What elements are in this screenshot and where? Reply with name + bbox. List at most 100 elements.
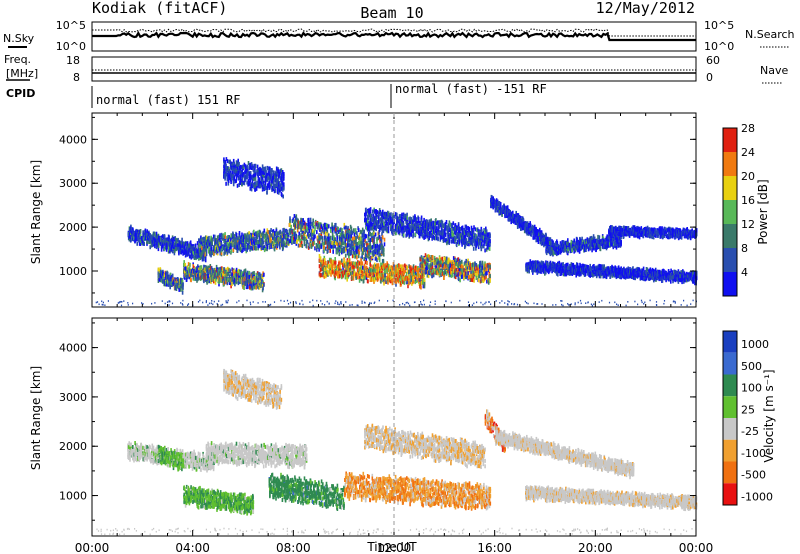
- echo-cell: [225, 163, 227, 168]
- echo-cell: [207, 271, 209, 275]
- echo-cell: [332, 244, 334, 249]
- echo-cell: [186, 272, 189, 276]
- echo-cell: [347, 259, 350, 264]
- echo-cell: [253, 176, 255, 181]
- echo-cell: [268, 181, 271, 186]
- echo-cell: [278, 190, 280, 195]
- echo-cell: [368, 256, 371, 261]
- echo-cell: [280, 186, 283, 191]
- echo-cell: [387, 264, 390, 268]
- echo-cell: [321, 260, 324, 265]
- echo-cell: [364, 236, 366, 241]
- echo-cell: [239, 166, 241, 170]
- echo-cell: [367, 254, 370, 259]
- echo-cell: [235, 238, 237, 243]
- echo-cell: [346, 243, 348, 248]
- echo-cell: [349, 233, 351, 238]
- echo-cell: [319, 267, 322, 272]
- echo-cell: [356, 242, 359, 246]
- echo-cell: [380, 279, 382, 284]
- echo-cell: [418, 279, 420, 284]
- echo-cell: [167, 244, 170, 249]
- echo-cell: [204, 258, 207, 263]
- echo-cell: [393, 214, 395, 219]
- echo-cell: [296, 228, 299, 233]
- echo-cell: [348, 238, 351, 243]
- echo-cell: [365, 226, 368, 231]
- echo-cell: [233, 161, 235, 166]
- echo-cell: [151, 237, 153, 241]
- echo-cell: [320, 262, 322, 267]
- echo-cell: [345, 225, 348, 230]
- echo-cell: [272, 242, 275, 247]
- echo-cell: [404, 213, 407, 218]
- echo-cell: [353, 236, 356, 241]
- echo-cell: [381, 229, 384, 234]
- echo-cell: [370, 213, 373, 218]
- echo-cell: [387, 221, 390, 226]
- echo-cell: [362, 239, 364, 244]
- echo-cell: [398, 217, 400, 222]
- echo-cell: [401, 221, 404, 226]
- echo-cell: [203, 248, 206, 253]
- echo-cell: [381, 216, 384, 221]
- echo-cell: [261, 284, 264, 289]
- echo-cell: [249, 165, 252, 170]
- echo-cell: [157, 267, 160, 272]
- nsearch-label: N.Search: [745, 28, 795, 41]
- echo-cell: [220, 242, 223, 247]
- echo-cell: [346, 229, 349, 234]
- echo-cell: [248, 274, 251, 279]
- echo-cell: [220, 269, 223, 274]
- echo-cell: [245, 236, 248, 241]
- echo-cell: [195, 266, 197, 271]
- echo-cell: [217, 247, 220, 252]
- echo-cell: [377, 263, 380, 268]
- echo-cell: [281, 193, 283, 198]
- echo-cell: [202, 237, 204, 242]
- echo-cell: [240, 173, 242, 178]
- echo-cell: [248, 180, 250, 185]
- echo-cell: [226, 281, 229, 286]
- echo-cell: [369, 273, 371, 278]
- echo-cell: [262, 183, 265, 188]
- echo-cell: [261, 232, 263, 237]
- echo-cell: [184, 262, 187, 267]
- echo-cell: [394, 228, 396, 233]
- echo-cell: [196, 268, 198, 273]
- echo-cell: [308, 222, 310, 227]
- echo-cell: [180, 250, 182, 255]
- echo-cell: [255, 285, 257, 290]
- echo-cell: [347, 262, 350, 267]
- echo-cell: [199, 272, 201, 277]
- echo-cell: [383, 237, 386, 242]
- echo-cell: [272, 236, 275, 241]
- echo-cell: [420, 229, 423, 234]
- echo-cell: [372, 271, 374, 276]
- echo-cell: [208, 235, 210, 240]
- echo-cell: [281, 170, 284, 174]
- echo-cell: [294, 225, 297, 230]
- echo-cell: [360, 239, 362, 244]
- echo-cell: [346, 258, 349, 263]
- echo-cell: [252, 166, 255, 171]
- echo-cell: [282, 237, 284, 242]
- echo-cell: [349, 236, 352, 241]
- echo-cell: [263, 272, 265, 277]
- echo-cell: [262, 240, 265, 245]
- echo-cell: [311, 221, 314, 226]
- echo-cell: [264, 181, 267, 186]
- echo-cell: [363, 257, 365, 261]
- echo-cell: [232, 243, 235, 248]
- echo-cell: [361, 261, 364, 266]
- echo-cell: [238, 174, 240, 179]
- echo-cell: [183, 247, 185, 252]
- echo-cell: [406, 266, 409, 270]
- echo-cell: [404, 217, 407, 222]
- echo-cell: [189, 240, 192, 245]
- echo-cell: [312, 224, 314, 229]
- echo-cell: [228, 235, 230, 240]
- echo-cell: [168, 276, 171, 281]
- echo-cell: [369, 260, 371, 265]
